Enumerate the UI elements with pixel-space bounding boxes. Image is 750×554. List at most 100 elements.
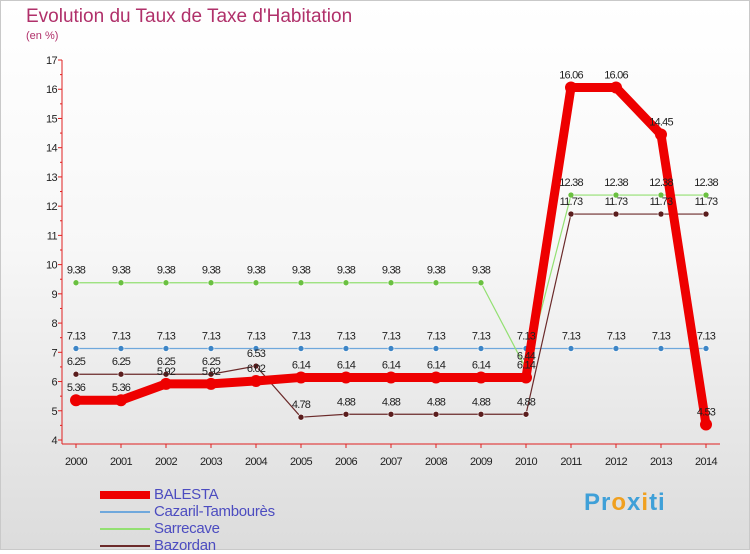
- y-tick-label: 15: [46, 113, 58, 125]
- x-tick-label: 2014: [695, 456, 718, 468]
- data-label: 9.38: [202, 265, 221, 277]
- data-label: 5.36: [112, 382, 131, 394]
- proxiti-logo: Proxiti: [584, 489, 666, 517]
- data-point: [657, 210, 665, 218]
- data-label: 4.88: [337, 396, 356, 408]
- data-point: [475, 371, 487, 384]
- data-point: [612, 191, 620, 199]
- data-point: [612, 345, 620, 352]
- data-label: 9.38: [382, 265, 401, 277]
- x-tick-label: 2003: [200, 456, 223, 468]
- data-point: [207, 345, 215, 352]
- data-point: [252, 279, 260, 287]
- x-tick-label: 2007: [380, 456, 403, 468]
- data-point: [342, 345, 350, 352]
- data-label: 6.14: [517, 359, 536, 371]
- data-point: [657, 345, 665, 352]
- logo-letter: i: [641, 489, 650, 516]
- data-label: 9.38: [67, 265, 86, 277]
- y-tick-label: 7: [51, 347, 57, 359]
- data-point: [297, 279, 305, 287]
- legend-label: BALESTA: [154, 486, 219, 503]
- data-point: [520, 371, 532, 384]
- x-tick-label: 2011: [560, 456, 582, 468]
- data-label: 7.13: [337, 331, 356, 343]
- data-label: 5.92: [202, 366, 221, 378]
- data-label: 7.13: [157, 331, 176, 343]
- data-label: 7.13: [517, 331, 536, 343]
- data-point: [385, 371, 397, 384]
- data-point: [432, 279, 440, 287]
- data-label: 4.88: [517, 396, 536, 408]
- data-point: [72, 370, 80, 378]
- series-Sarrecave: [72, 191, 710, 372]
- data-label: 12.38: [559, 177, 583, 189]
- data-label: 6.44: [517, 351, 536, 363]
- data-label: 9.38: [112, 265, 131, 277]
- data-label: 7.13: [112, 331, 131, 343]
- data-label: 11.73: [605, 196, 628, 208]
- chart-unit-label: (en %): [26, 30, 59, 42]
- data-point: [702, 191, 710, 199]
- chart-title: Evolution du Taux de Taxe d'Habitation: [26, 6, 353, 27]
- data-point: [162, 345, 170, 352]
- legend-swatch: [100, 527, 150, 530]
- x-tick-label: 2013: [650, 456, 673, 468]
- data-label: 14.45: [649, 117, 673, 129]
- data-label: 9.38: [427, 265, 446, 277]
- data-label: 4.88: [472, 396, 491, 408]
- legend-label: Cazaril-Tambourès: [154, 503, 275, 520]
- x-tick-label: 2012: [605, 456, 628, 468]
- data-point: [477, 410, 485, 418]
- data-label: 7.13: [292, 331, 311, 343]
- data-point: [207, 279, 215, 287]
- data-label: 12.38: [649, 177, 673, 189]
- data-label: 7.13: [247, 331, 266, 343]
- data-label: 11.73: [695, 196, 718, 208]
- data-point: [250, 374, 262, 387]
- x-tick-label: 2005: [290, 456, 313, 468]
- data-label: 12.38: [604, 177, 628, 189]
- data-label: 16.06: [559, 69, 583, 81]
- data-point: [702, 345, 710, 352]
- x-tick-label: 2009: [470, 456, 493, 468]
- data-point: [567, 210, 575, 218]
- data-point: [700, 418, 712, 431]
- data-point: [657, 191, 665, 199]
- data-point: [72, 345, 80, 352]
- logo-letter: Pr: [584, 489, 612, 516]
- x-tick-label: 2010: [515, 456, 538, 468]
- legend-item: BALESTA: [100, 486, 275, 503]
- y-tick-label: 13: [46, 172, 58, 184]
- data-label: 9.38: [337, 265, 356, 277]
- data-label: 6.53: [247, 348, 266, 360]
- data-label: 9.38: [472, 265, 491, 277]
- data-label: 9.38: [292, 265, 311, 277]
- data-point: [702, 210, 710, 218]
- data-label: 6.14: [292, 359, 311, 371]
- data-label: 6.25: [157, 356, 176, 368]
- data-point: [340, 371, 352, 384]
- data-point: [477, 279, 485, 287]
- data-label: 7.13: [67, 331, 86, 343]
- data-label: 6.14: [427, 359, 446, 371]
- data-label: 4.53: [697, 407, 716, 419]
- data-label: 4.78: [292, 399, 311, 411]
- logo-letter: x: [627, 489, 642, 516]
- logo-letter: o: [611, 489, 628, 516]
- legend-item: Sarrecave: [100, 520, 275, 537]
- data-label: 7.13: [427, 331, 446, 343]
- data-point: [430, 371, 442, 384]
- data-label: 6.25: [67, 356, 86, 368]
- data-label: 7.13: [607, 331, 626, 343]
- y-tick-label: 9: [51, 289, 57, 301]
- data-point: [72, 279, 80, 287]
- data-label: 7.13: [652, 331, 671, 343]
- y-tick-label: 17: [46, 55, 58, 67]
- data-point: [567, 191, 575, 199]
- data-label: 6.14: [472, 359, 491, 371]
- data-point: [565, 81, 577, 94]
- data-point: [567, 345, 575, 352]
- data-label: 16.06: [604, 69, 628, 81]
